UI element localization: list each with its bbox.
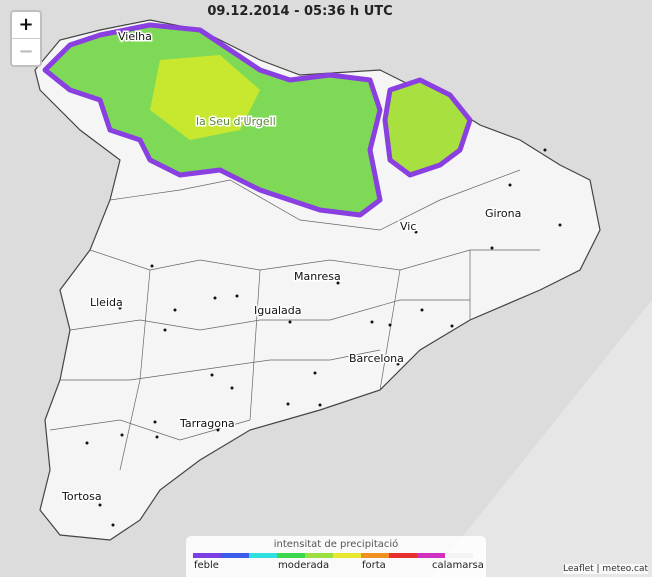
- legend-scale: [193, 553, 473, 558]
- legend-swatch: [389, 553, 417, 558]
- legend-swatch: [445, 553, 473, 558]
- zoom-control: + −: [10, 10, 42, 67]
- attribution[interactable]: Leaflet | meteo.cat: [563, 564, 648, 574]
- place-label: Vic: [400, 220, 416, 233]
- legend-swatch: [305, 553, 333, 558]
- comarca-borders: [49, 169, 540, 471]
- place-label: Tortosa: [61, 490, 102, 503]
- legend-label: feble: [194, 560, 219, 571]
- precipitation: [42, 22, 473, 218]
- place-label: Lleida: [90, 296, 123, 309]
- sea: [430, 300, 652, 577]
- legend-label: moderada: [278, 560, 330, 571]
- place-label: Manresa: [294, 270, 341, 283]
- legend-swatch: [249, 553, 277, 558]
- timestamp: 09.12.2014 - 05:36 h UTC: [207, 4, 393, 19]
- zoom-out[interactable]: −: [12, 38, 40, 65]
- legend-swatch: [277, 553, 305, 558]
- legend-label: calamarsa: [432, 560, 484, 571]
- legend-title: intensitat de precipitació: [273, 539, 399, 550]
- place-label: Vielha: [118, 30, 152, 43]
- legend-swatch: [193, 553, 221, 558]
- legend-swatch: [333, 553, 361, 558]
- legend: intensitat de precipitació feble moderad…: [186, 536, 486, 577]
- place-label: la Seu d'Urgell: [196, 115, 276, 128]
- place-label: Barcelona: [349, 352, 404, 365]
- place-label: Girona: [485, 207, 521, 220]
- place-label: Tarragona: [179, 417, 235, 430]
- legend-swatch: [221, 553, 249, 558]
- legend-label: forta: [362, 560, 386, 571]
- zoom-in[interactable]: +: [18, 14, 34, 35]
- town-dots: [85, 148, 562, 527]
- place-label: Igualada: [254, 304, 301, 317]
- legend-swatch: [417, 553, 445, 558]
- legend-swatch: [361, 553, 389, 558]
